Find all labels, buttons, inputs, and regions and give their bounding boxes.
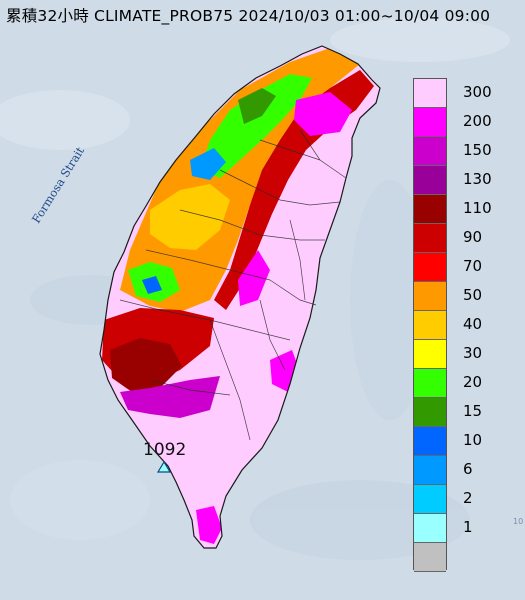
legend-swatch	[414, 456, 446, 485]
rain-zone-green-dark	[238, 88, 276, 124]
legend-label: 200	[463, 112, 492, 130]
legend-label: 10	[463, 431, 483, 449]
rain-zone-blue-north	[190, 148, 226, 180]
rain-zone-magenta-east	[294, 92, 352, 136]
legend-swatch	[414, 514, 446, 543]
legend-label: 20	[463, 373, 483, 391]
legend-swatch	[414, 195, 446, 224]
legend-label: 40	[463, 315, 483, 333]
legend-label: 130	[463, 170, 492, 188]
legend-swatch	[414, 137, 446, 166]
legend-swatch	[414, 398, 446, 427]
station-max-value: 1092	[143, 440, 187, 460]
legend-label: 90	[463, 228, 483, 246]
county-boundaries	[119, 129, 347, 441]
legend-swatch	[414, 427, 446, 456]
legend-swatch	[414, 311, 446, 340]
legend-label: 30	[463, 344, 483, 362]
taiwan-coastline	[99, 45, 381, 549]
legend-label: 50	[463, 286, 483, 304]
rain-zone-magenta-central	[238, 250, 270, 306]
rain-zone-green-north	[200, 74, 312, 178]
legend-label: 6	[463, 460, 473, 478]
map-title: 累積32小時 CLIMATE_PROB75 2024/10/03 01:00~1…	[6, 7, 491, 25]
legend-swatch	[414, 282, 446, 311]
legend-color-bar	[413, 78, 447, 572]
legend-swatch	[414, 253, 446, 282]
rain-zone-red-band	[214, 70, 374, 310]
edge-fragment-label: 10	[513, 517, 524, 526]
rain-zone-southwest-purple	[110, 338, 182, 392]
legend-swatch	[414, 166, 446, 195]
rain-zone-south-tip	[196, 506, 222, 544]
legend-swatch	[414, 543, 446, 572]
legend-label: 150	[463, 141, 492, 159]
rain-zone-blue-central	[142, 276, 162, 294]
legend-swatch	[414, 369, 446, 398]
legend-label: 1	[463, 518, 473, 536]
legend-swatch	[414, 340, 446, 369]
legend-swatch	[414, 79, 446, 108]
rain-zone-magenta-band	[120, 376, 220, 418]
legend-swatch	[414, 485, 446, 514]
triangle-station-icon	[157, 461, 171, 473]
rain-zone-yellow-central	[150, 184, 230, 250]
legend-label: 2	[463, 489, 473, 507]
legend-label: 300	[463, 83, 492, 101]
legend-swatch	[414, 224, 446, 253]
legend-label: 110	[463, 199, 492, 217]
legend-label: 70	[463, 257, 483, 275]
legend-label: 15	[463, 402, 483, 420]
legend-swatch	[414, 108, 446, 137]
